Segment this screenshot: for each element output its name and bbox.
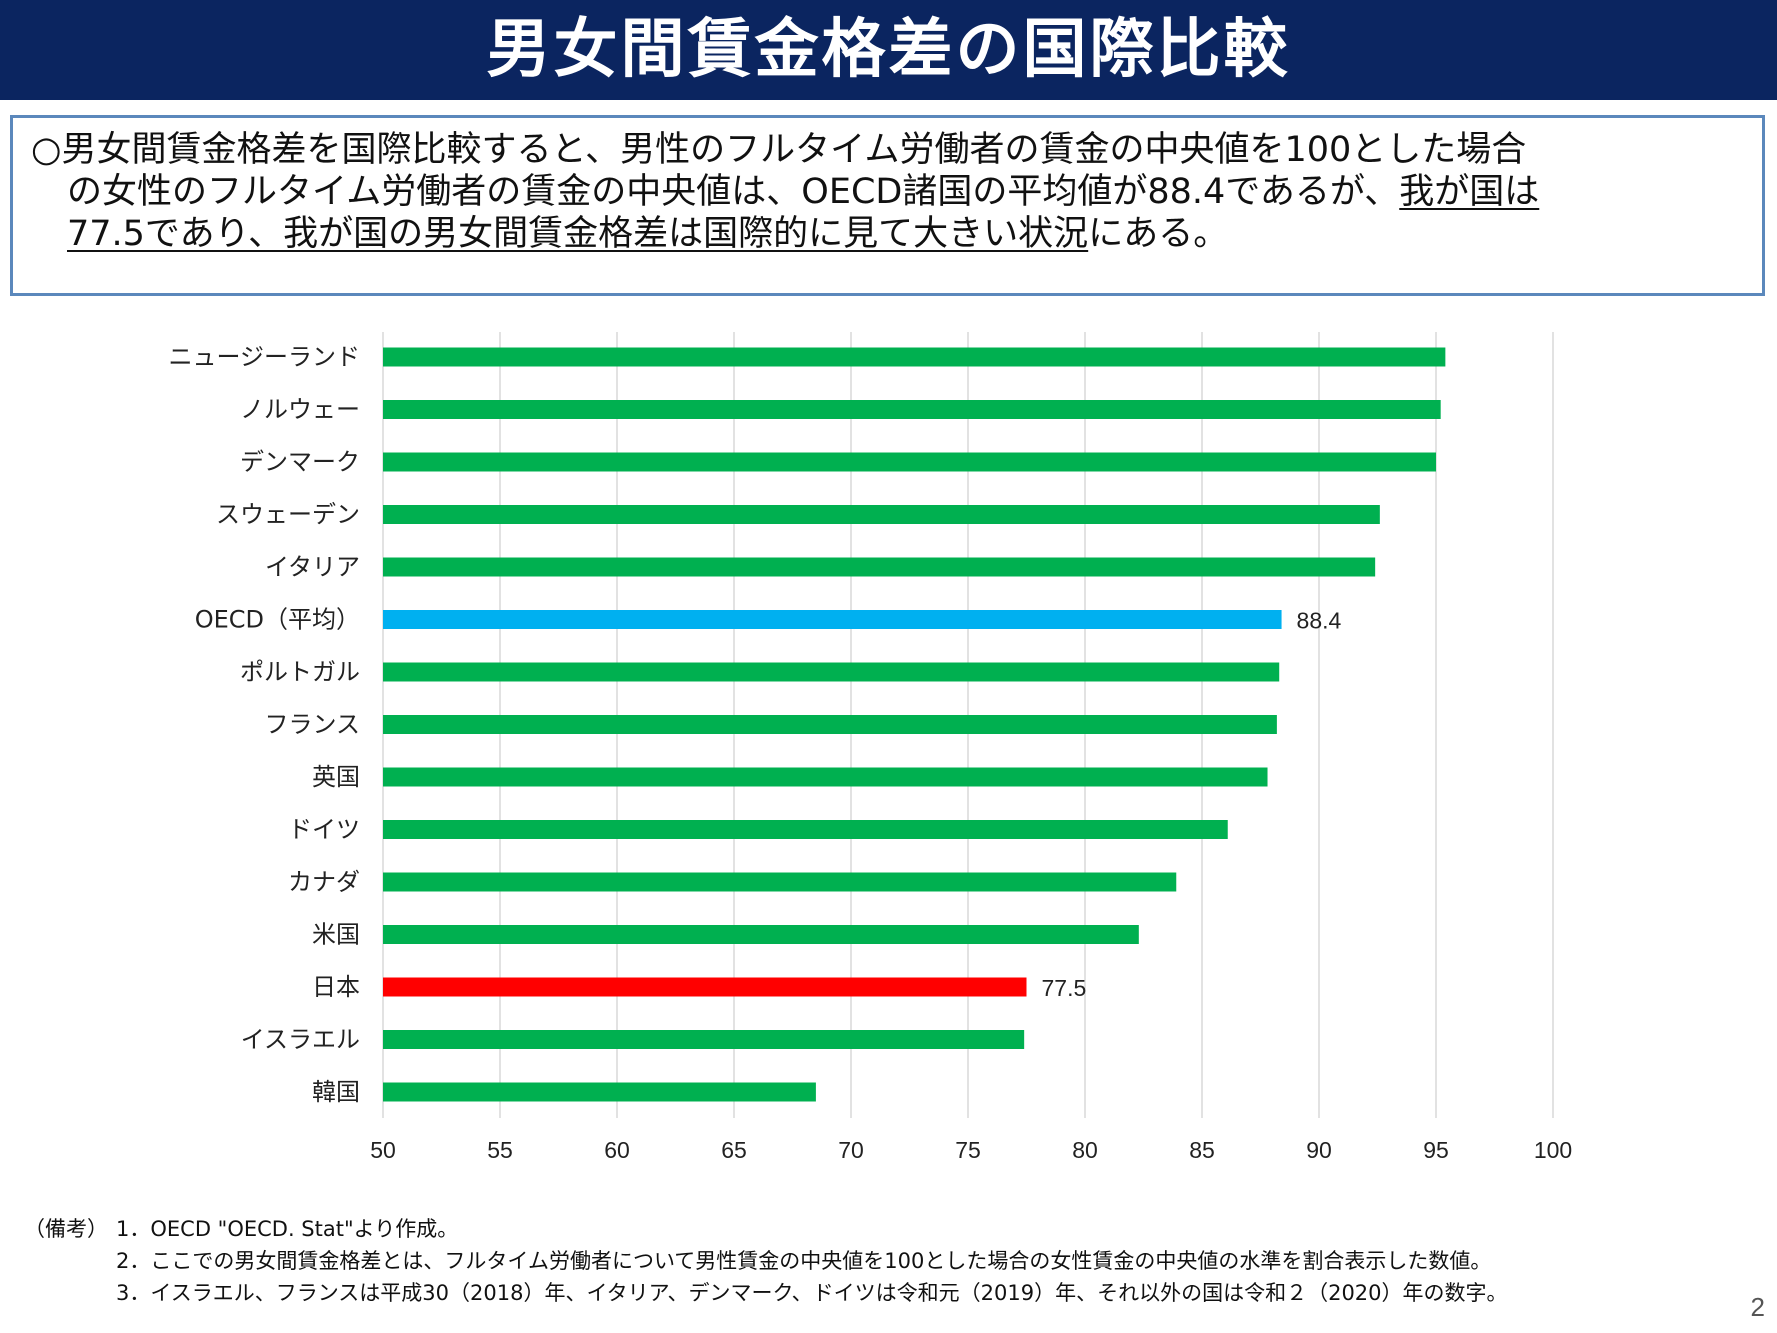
bar-7 xyxy=(383,715,1277,734)
summary-text-1: 男女間賃金格差を国際比較すると、男性のフルタイム労働者の賃金の中央値を100とし… xyxy=(61,130,1527,170)
bar-13 xyxy=(383,1030,1025,1049)
category-label: ニュージーランド xyxy=(168,343,360,371)
page-title: 男女間賃金格差の国際比較 xyxy=(486,13,1291,87)
category-label: OECD（平均） xyxy=(195,606,360,634)
data-label: 77.5 xyxy=(1042,975,1087,1001)
data-label: 88.4 xyxy=(1297,608,1342,634)
bars xyxy=(383,347,1446,1102)
notes-heading: （備考） xyxy=(24,1217,108,1241)
category-label: 米国 xyxy=(312,921,360,949)
summary-box: ○男女間賃金格差を国際比較すると、男性のフルタイム労働者の賃金の中央値を100と… xyxy=(10,115,1765,296)
x-tick-label: 50 xyxy=(370,1137,396,1163)
x-tick-label: 55 xyxy=(487,1137,513,1163)
x-tick-label: 80 xyxy=(1072,1137,1098,1163)
x-tick-label: 100 xyxy=(1534,1137,1572,1163)
category-label: イタリア xyxy=(265,553,360,581)
x-tick-labels: 50 55 60 65 70 75 80 85 90 95 100 xyxy=(370,1137,1572,1163)
x-tick-label: 60 xyxy=(604,1137,630,1163)
category-label: 韓国 xyxy=(312,1078,360,1106)
bar-11 xyxy=(383,925,1139,944)
bar-12 xyxy=(383,977,1027,997)
bar-8 xyxy=(383,767,1268,787)
bar-1 xyxy=(383,400,1441,419)
bar-9 xyxy=(383,820,1228,839)
bar-14 xyxy=(383,1082,816,1102)
note-text-3: 3．イスラエル、フランスは平成30（2018）年、イタリア、デンマーク、ドイツは… xyxy=(116,1281,1508,1305)
summary-line-1: ○男女間賃金格差を国際比較すると、男性のフルタイム労働者の賃金の中央値を100と… xyxy=(31,128,1526,172)
bar-3 xyxy=(383,505,1380,524)
note-text-1: 1．OECD "OECD. Stat"より作成。 xyxy=(116,1217,459,1241)
summary-line-2: の女性のフルタイム労働者の賃金の中央値は、OECD諸国の平均値が88.4であるが… xyxy=(67,170,1539,214)
summary-underline-1: 我が国は xyxy=(1399,172,1540,212)
title-bar: 男女間賃金格差の国際比較 xyxy=(0,0,1777,100)
bar-2 xyxy=(383,452,1436,472)
bar-10 xyxy=(383,872,1177,892)
note-text-2: 2．ここでの男女間賃金格差とは、フルタイム労働者について男性賃金の中央値を100… xyxy=(116,1249,1492,1273)
x-tick-label: 65 xyxy=(721,1137,747,1163)
x-tick-label: 90 xyxy=(1306,1137,1332,1163)
category-label: ノルウェー xyxy=(240,396,360,424)
summary-text-2: の女性のフルタイム労働者の賃金の中央値は、OECD諸国の平均値が88.4であるが… xyxy=(67,172,1400,212)
category-label: 英国 xyxy=(312,763,360,791)
category-label: イスラエル xyxy=(241,1026,360,1054)
category-label: ポルトガル xyxy=(240,658,360,686)
bar-5 xyxy=(383,610,1282,629)
category-label: デンマーク xyxy=(240,448,360,476)
summary-line-3: 77.5であり、我が国の男女間賃金格差は国際的に見て大きい状況にある。 xyxy=(67,212,1228,256)
x-tick-label: 70 xyxy=(838,1137,864,1163)
bar-0 xyxy=(383,347,1446,367)
page-number: 2 xyxy=(1750,1292,1765,1322)
summary-text-3: にある。 xyxy=(1088,214,1229,254)
category-label: フランス xyxy=(264,711,360,739)
category-label: カナダ xyxy=(288,868,360,896)
category-label: スウェーデン xyxy=(216,501,360,529)
category-label: ドイツ xyxy=(288,816,360,844)
summary-underline-2: 77.5であり、我が国の男女間賃金格差は国際的に見て大きい状況 xyxy=(67,214,1089,254)
x-tick-label: 95 xyxy=(1423,1137,1449,1163)
category-label: 日本 xyxy=(312,973,360,1001)
bar-6 xyxy=(383,662,1280,682)
bullet-icon: ○ xyxy=(31,130,62,170)
data-labels: 88.4 77.5 xyxy=(1042,608,1342,1002)
bar-4 xyxy=(383,557,1376,577)
x-tick-label: 85 xyxy=(1189,1137,1215,1163)
x-tick-label: 75 xyxy=(955,1137,981,1163)
